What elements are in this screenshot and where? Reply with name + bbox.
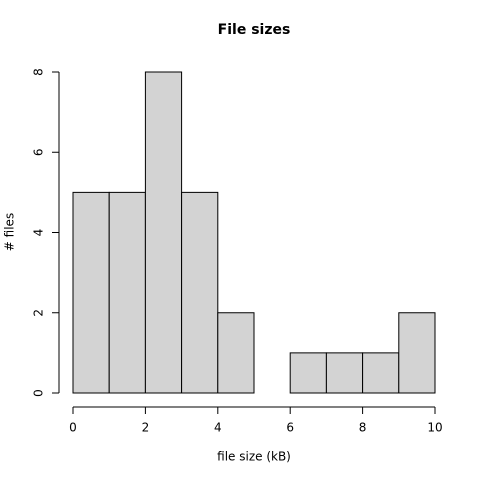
y-tick-label: 2 [32, 309, 46, 317]
x-tick-label: 8 [359, 421, 367, 435]
bar [362, 352, 400, 394]
y-tick-label: 6 [32, 148, 46, 156]
x-tick-label: 0 [69, 421, 77, 435]
x-tick-label: 4 [214, 421, 222, 435]
bar [398, 312, 436, 394]
x-tick-label: 6 [286, 421, 294, 435]
y-tick-label: 4 [32, 229, 46, 237]
x-tick-label: 2 [142, 421, 150, 435]
bar [325, 352, 364, 394]
bar [72, 191, 110, 394]
bar [108, 191, 146, 394]
bar [144, 71, 183, 394]
chart-title: File sizes [218, 22, 291, 38]
y-tick-label: 8 [32, 68, 46, 76]
x-axis-label: file size (kB) [217, 450, 291, 464]
bar [289, 352, 327, 394]
x-tick-label: 10 [427, 421, 442, 435]
y-tick-label: 0 [32, 389, 46, 397]
y-axis-label: # files [3, 213, 17, 251]
bar [181, 191, 219, 394]
bar [217, 312, 255, 394]
